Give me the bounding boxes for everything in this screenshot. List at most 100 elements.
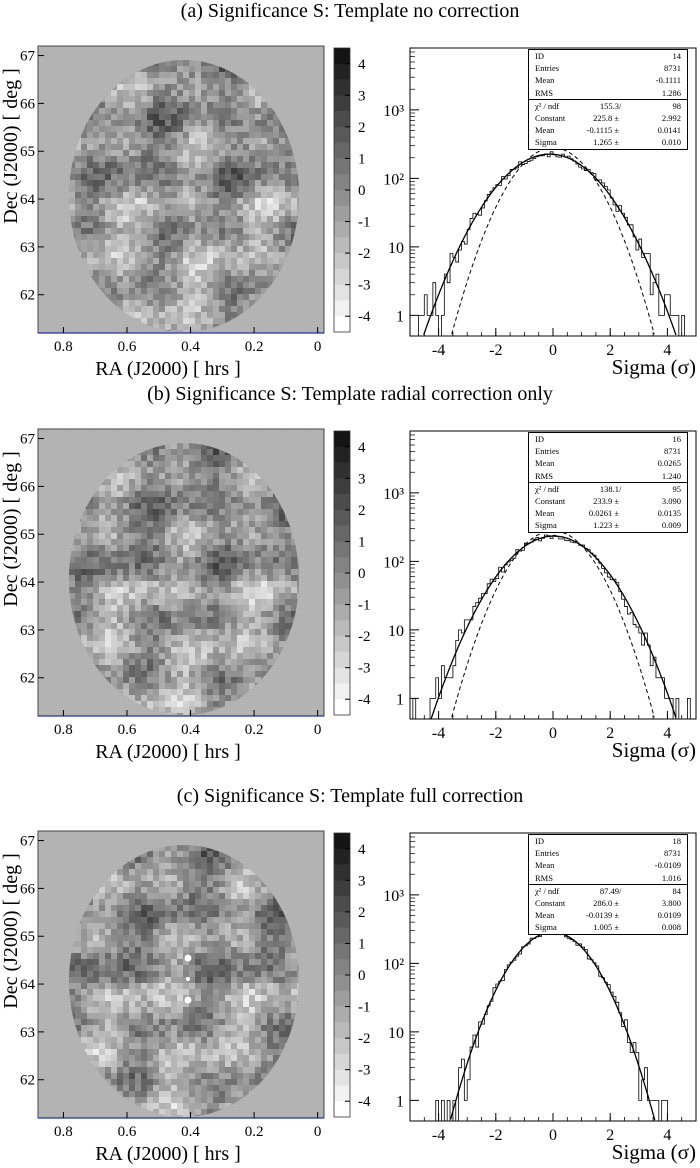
hist-y-tick-label: 10 [388,1025,404,1042]
stats-label: Mean [535,859,554,871]
colorbar-tick-label: -2 [358,629,371,645]
source-marker [185,955,192,962]
stats-label: Sigma [535,921,579,933]
stats-row-fit: Mean-0.1115 ±0.0141 [529,124,687,136]
colorbar-tick-label: 1 [358,534,366,550]
hist-x-axis-label: Sigma (σ) [612,355,696,379]
colorbar-tick-label: 3 [358,471,366,487]
map-y-tick-label: 62 [20,1073,35,1089]
stats-error: 0.010 [637,136,681,148]
map-x-tick-label: 0 [314,722,322,738]
stats-value: 8731 [664,847,681,859]
source-marker [186,977,190,981]
map-y-tick-label: 66 [20,479,36,495]
map-y-tick-label: 66 [20,96,36,112]
map-y-tick-label: 63 [20,1025,35,1041]
stats-value: 1.240 [662,470,681,482]
stats-label: Sigma [535,136,579,148]
colorbar-tick-label: -2 [358,1031,371,1047]
stats-value: 8731 [664,62,681,74]
stats-label: Mean [535,909,579,921]
hist-y-tick-label: 10² [383,554,404,571]
map-x-axis-label: RA (J2000) [ hrs ] [95,1143,241,1165]
map-y-tick-label: 66 [20,881,36,897]
colorbar-tick-label: -1 [358,598,371,614]
stats-value: 1.265 ± [579,136,619,148]
hist-x-tick-label: -4 [432,725,445,742]
stats-label: ID [535,50,544,62]
hist-y-tick-label: 10² [383,956,404,973]
hist-y-tick-label: 1 [396,1093,404,1110]
colorbar-tick-label: 4 [358,440,366,456]
stats-label: Mean [535,457,554,469]
stats-slash: / [619,885,637,897]
map-y-axis-label: Dec (J2000) [ deg ] [0,451,22,607]
stats-value: 14 [673,50,682,62]
hist-x-tick-label: -4 [432,1127,445,1144]
stats-value: -0.1111 [656,74,681,86]
colorbar-tick-label: 4 [358,57,366,73]
map-y-tick-label: 67 [20,834,36,850]
stats-value: 286.0 ± [579,897,619,909]
figure-panel: (c) Significance S: Template full correc… [0,785,700,1168]
hist-y-tick-label: 1 [396,308,404,325]
stats-label: χ² / ndf [535,100,579,112]
stats-slash: / [619,483,637,495]
stats-error: 3.800 [637,897,681,909]
stats-value: 98 [637,100,681,112]
stats-label: Sigma [535,519,579,531]
stats-slash: / [619,100,637,112]
colorbar-tick-label: 0 [358,566,366,582]
colorbar-tick-label: 3 [358,88,366,104]
map-x-axis-label: RA (J2000) [ hrs ] [95,741,241,763]
stats-label: Mean [535,507,579,519]
stats-value: 155.3 [579,100,619,112]
stats-label: Entries [535,62,559,74]
map-x-tick-label: 0.2 [245,722,264,738]
stats-label: ID [535,433,544,445]
map-y-axis-label: Dec (J2000) [ deg ] [0,68,22,224]
colorbar-tick-label: 1 [358,936,366,952]
hist-x-tick-label: 0 [549,1127,557,1144]
hist-x-axis-label: Sigma (σ) [612,738,696,762]
hist-x-tick-label: -2 [489,342,502,359]
map-x-tick-label: 0 [314,1124,322,1140]
stats-value: -0.0109 [655,859,681,871]
stats-value: 1.016 [662,872,681,884]
map-x-tick-label: 0.4 [181,722,200,738]
map-y-tick-label: 63 [20,240,35,256]
map-x-tick-label: 0.2 [245,1124,264,1140]
map-y-tick-label: 65 [20,144,35,160]
stats-value: 1.005 ± [579,921,619,933]
stats-value: 84 [637,885,681,897]
hist-x-tick-label: 0 [549,342,557,359]
map-x-tick-label: 0.8 [54,1124,73,1140]
map-x-tick-label: 0.6 [118,722,137,738]
stats-value: 1.286 [662,87,681,99]
stats-value: -0.0139 ± [579,909,619,921]
stats-label: Constant [535,112,579,124]
map-y-axis-label: Dec (J2000) [ deg ] [0,853,22,1009]
stats-label: Constant [535,897,579,909]
map-y-tick-label: 62 [20,288,35,304]
colorbar-tick-label: 1 [358,151,366,167]
map-y-tick-label: 67 [20,49,36,65]
colorbar-tick-label: -1 [358,1000,371,1016]
stats-row-fit: Mean-0.0139 ±0.0109 [529,909,687,921]
source-marker [185,997,192,1004]
